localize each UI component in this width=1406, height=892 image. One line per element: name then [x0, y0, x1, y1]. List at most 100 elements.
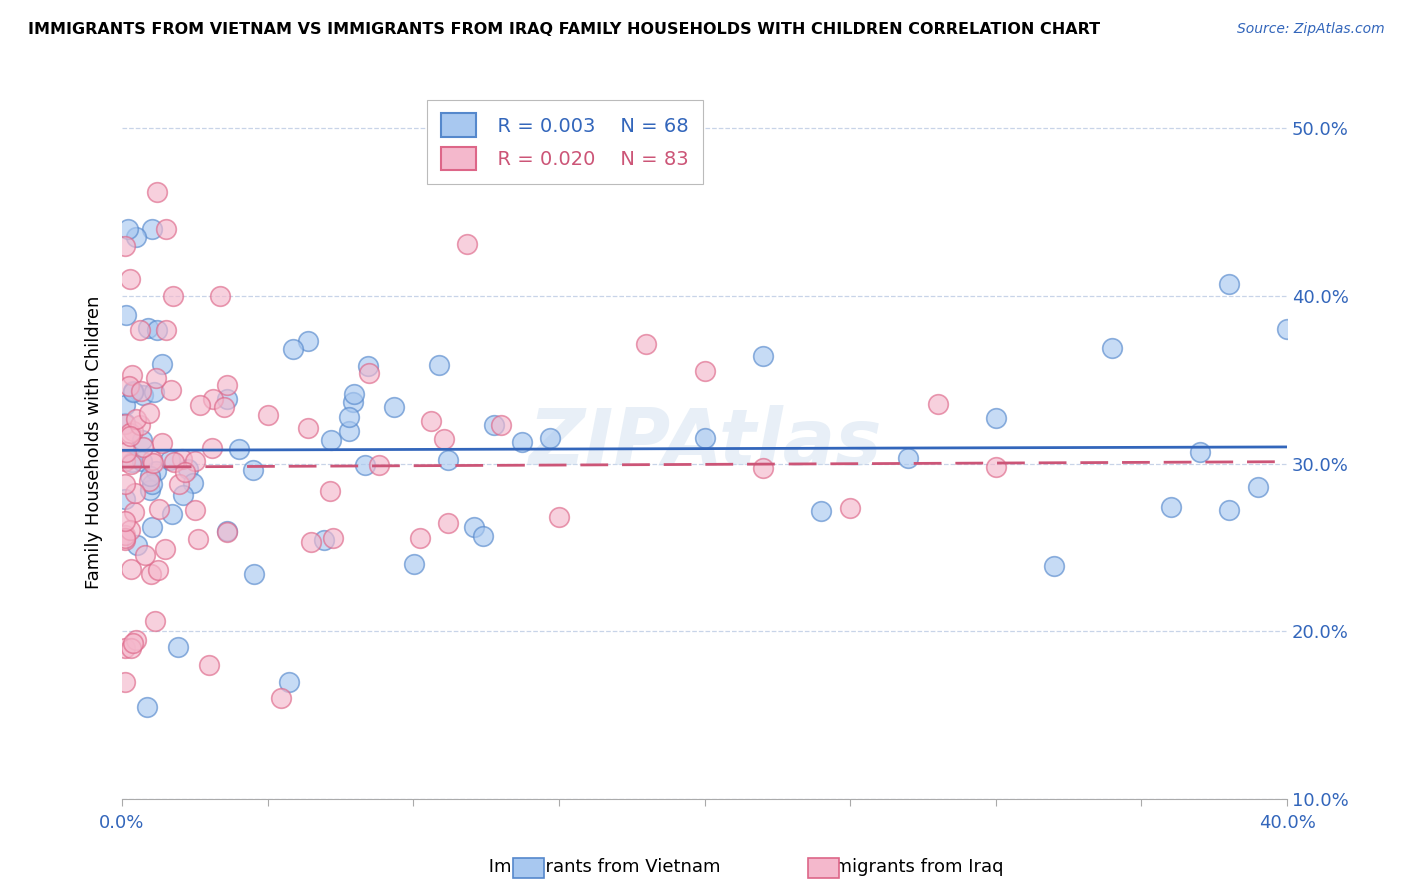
- Text: Source: ZipAtlas.com: Source: ZipAtlas.com: [1237, 22, 1385, 37]
- Point: [138, 406, 160, 420]
- Text: Immigrants from Iraq: Immigrants from Iraq: [783, 858, 1002, 876]
- Point: [138, 321, 160, 335]
- Point: [984, 460, 1007, 475]
- Point: [121, 368, 143, 383]
- Point: [217, 524, 239, 539]
- Point: [1247, 480, 1270, 494]
- Point: [188, 398, 211, 412]
- Point: [354, 458, 377, 472]
- Point: [1101, 341, 1123, 355]
- Point: [433, 432, 456, 446]
- Point: [141, 222, 163, 236]
- Point: [314, 533, 336, 547]
- Point: [120, 457, 142, 471]
- Point: [548, 510, 571, 524]
- Point: [356, 359, 378, 374]
- Point: [114, 641, 136, 656]
- Point: [121, 455, 143, 469]
- Point: [197, 657, 219, 672]
- Point: [281, 342, 304, 356]
- Point: [134, 548, 156, 562]
- Point: [382, 400, 405, 414]
- Point: [114, 454, 136, 468]
- Point: [155, 322, 177, 336]
- Point: [128, 322, 150, 336]
- Point: [201, 441, 224, 455]
- Point: [297, 421, 319, 435]
- Point: [184, 454, 207, 468]
- Point: [114, 491, 136, 506]
- Point: [153, 541, 176, 556]
- Point: [538, 431, 561, 445]
- Point: [132, 388, 155, 402]
- Point: [339, 410, 361, 425]
- Point: [121, 562, 143, 576]
- Point: [201, 392, 224, 406]
- Point: [482, 417, 505, 432]
- Text: IMMIGRANTS FROM VIETNAM VS IMMIGRANTS FROM IRAQ FAMILY HOUSEHOLDS WITH CHILDREN : IMMIGRANTS FROM VIETNAM VS IMMIGRANTS FR…: [28, 22, 1101, 37]
- Point: [124, 632, 146, 647]
- Point: [437, 453, 460, 467]
- Point: [184, 502, 207, 516]
- Point: [693, 431, 716, 445]
- Point: [141, 452, 163, 467]
- Point: [174, 466, 197, 480]
- Point: [122, 424, 145, 438]
- Point: [1188, 445, 1211, 459]
- Point: [471, 529, 494, 543]
- Point: [357, 366, 380, 380]
- Point: [1160, 500, 1182, 514]
- Point: [129, 384, 152, 398]
- Point: [167, 640, 190, 655]
- Point: [114, 533, 136, 547]
- Point: [115, 444, 138, 458]
- Point: [138, 475, 160, 489]
- Point: [693, 364, 716, 378]
- Point: [120, 429, 142, 443]
- Point: [839, 500, 862, 515]
- Point: [150, 357, 173, 371]
- Point: [810, 503, 832, 517]
- Point: [1275, 322, 1298, 336]
- Point: [139, 468, 162, 483]
- Point: [270, 691, 292, 706]
- Point: [897, 450, 920, 465]
- Point: [114, 308, 136, 322]
- Point: [139, 566, 162, 581]
- Point: [114, 528, 136, 542]
- Point: [318, 484, 340, 499]
- Point: [177, 461, 200, 475]
- Point: [114, 674, 136, 689]
- Point: [114, 514, 136, 528]
- Point: [148, 501, 170, 516]
- Point: [228, 442, 250, 457]
- Point: [155, 222, 177, 236]
- Point: [118, 272, 141, 286]
- Point: [337, 424, 360, 438]
- Point: [187, 532, 209, 546]
- Point: [124, 505, 146, 519]
- Point: [172, 488, 194, 502]
- Point: [117, 222, 139, 236]
- Point: [1043, 559, 1066, 574]
- Point: [1218, 277, 1240, 292]
- Text: Immigrants from Vietnam: Immigrants from Vietnam: [460, 858, 721, 876]
- Point: [148, 563, 170, 577]
- Point: [160, 507, 183, 521]
- Point: [114, 476, 136, 491]
- Point: [124, 486, 146, 500]
- Point: [181, 475, 204, 490]
- Point: [257, 408, 280, 422]
- Point: [752, 460, 775, 475]
- Point: [121, 384, 143, 399]
- Point: [143, 614, 166, 628]
- Point: [114, 531, 136, 545]
- Legend:   R = 0.003    N = 68,   R = 0.020    N = 83: R = 0.003 N = 68, R = 0.020 N = 83: [427, 100, 703, 184]
- Point: [212, 400, 235, 414]
- Text: ZIPAtlas: ZIPAtlas: [527, 405, 882, 481]
- Point: [120, 524, 142, 538]
- Point: [510, 435, 533, 450]
- Point: [162, 289, 184, 303]
- Point: [150, 435, 173, 450]
- Point: [343, 387, 366, 401]
